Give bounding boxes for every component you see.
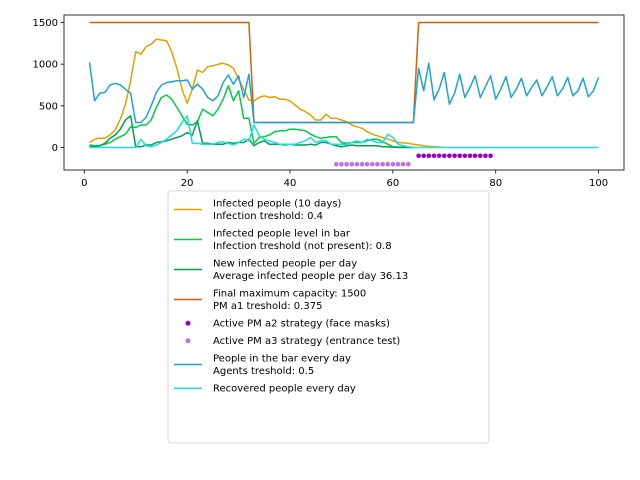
series-point bbox=[400, 161, 406, 167]
series-line-7 bbox=[89, 115, 599, 149]
series-point bbox=[339, 161, 344, 167]
x-tick-label: 100 bbox=[589, 178, 608, 189]
legend-label: Infected people (10 days) bbox=[213, 199, 342, 210]
series-point bbox=[421, 153, 427, 159]
legend-box bbox=[167, 190, 490, 444]
y-tick-label: 1500 bbox=[33, 18, 58, 29]
series-point bbox=[457, 153, 463, 159]
plot-area: 0 20 40 60 80 100 0 500 1000 1500 bbox=[33, 14, 625, 189]
series-point bbox=[385, 161, 391, 167]
series-point bbox=[447, 153, 452, 159]
legend-label-secondary: Infection treshold: 0.4 bbox=[213, 211, 323, 222]
series-point bbox=[359, 161, 365, 167]
legend-swatch bbox=[185, 320, 191, 326]
legend-label-secondary: Infection treshold (not present): 0.8 bbox=[213, 241, 392, 252]
series-line-6 bbox=[88, 62, 600, 124]
series-points-4 bbox=[416, 153, 493, 159]
series-point bbox=[431, 153, 437, 159]
legend-label: Active PM a2 strategy (face masks) bbox=[213, 319, 390, 330]
series-point bbox=[472, 153, 478, 159]
series-point bbox=[462, 153, 468, 159]
series-point bbox=[334, 161, 339, 167]
series-point bbox=[452, 153, 457, 159]
series-point bbox=[395, 161, 401, 167]
series-point bbox=[436, 153, 442, 159]
legend-item: Infected people (10 days)Infection tresh… bbox=[174, 199, 342, 222]
series-point bbox=[488, 153, 493, 159]
series-point bbox=[483, 153, 488, 159]
series-point bbox=[375, 161, 380, 167]
series-layer bbox=[88, 21, 600, 167]
series-point bbox=[380, 161, 385, 167]
series-points-5 bbox=[334, 161, 411, 167]
legend-label-secondary: PM a1 treshold: 0.375 bbox=[213, 301, 322, 312]
legend-item: Active PM a3 strategy (entrance test) bbox=[185, 336, 400, 347]
legend-label: Active PM a3 strategy (entrance test) bbox=[213, 336, 400, 347]
legend-swatch bbox=[185, 338, 191, 344]
y-axis: 0 500 1000 1500 bbox=[33, 18, 64, 154]
series-point bbox=[349, 161, 355, 167]
legend-label: Recovered people every day bbox=[213, 384, 356, 395]
legend-item: Recovered people every day bbox=[174, 384, 356, 395]
x-tick-label: 40 bbox=[284, 178, 297, 189]
legend-label: New infected people per day bbox=[213, 259, 357, 270]
series-point bbox=[370, 161, 375, 167]
x-axis: 0 20 40 60 80 100 bbox=[81, 170, 608, 189]
series-point bbox=[416, 153, 421, 159]
legend-item: Active PM a2 strategy (face masks) bbox=[185, 319, 390, 330]
y-tick-label: 0 bbox=[52, 143, 58, 154]
y-tick-label: 1000 bbox=[33, 60, 58, 71]
x-tick-label: 0 bbox=[81, 178, 87, 189]
y-tick-label: 500 bbox=[39, 101, 58, 112]
legend-label: Final maximum capacity: 1500 bbox=[213, 289, 366, 300]
series-point bbox=[354, 161, 360, 167]
x-tick-label: 80 bbox=[489, 178, 502, 189]
series-point bbox=[390, 161, 396, 167]
legend-label: People in the bar every day bbox=[213, 354, 351, 365]
legend-label-secondary: Agents treshold: 0.5 bbox=[213, 366, 314, 377]
legend: Infected people (10 days)Infection tresh… bbox=[167, 190, 490, 444]
series-point bbox=[406, 161, 411, 167]
series-point bbox=[364, 161, 370, 167]
legend-label: Infected people level in bar bbox=[213, 229, 351, 240]
series-point bbox=[344, 161, 349, 167]
x-tick-label: 60 bbox=[386, 178, 399, 189]
series-point bbox=[478, 153, 483, 159]
series-point bbox=[442, 153, 447, 159]
x-tick-label: 20 bbox=[181, 178, 194, 189]
legend-label-secondary: Average infected people per day 36.13 bbox=[213, 271, 408, 282]
series-point bbox=[426, 153, 432, 159]
series-line-2 bbox=[89, 115, 414, 149]
series-point bbox=[467, 153, 473, 159]
